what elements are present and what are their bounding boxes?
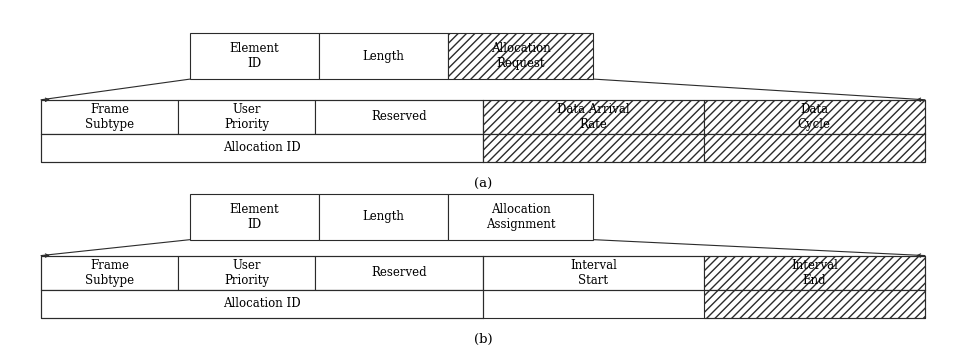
Text: Data
Cycle: Data Cycle: [798, 103, 831, 131]
Bar: [178, 100, 315, 134]
Bar: [704, 290, 924, 318]
Bar: [483, 134, 704, 162]
Bar: [42, 100, 924, 162]
Bar: [190, 33, 319, 79]
Text: Allocation ID: Allocation ID: [223, 297, 301, 310]
Bar: [42, 290, 483, 318]
Text: User
Priority: User Priority: [224, 103, 270, 131]
Text: Allocation
Assignment: Allocation Assignment: [486, 203, 555, 230]
Text: Frame
Subtype: Frame Subtype: [85, 258, 134, 286]
Bar: [315, 256, 483, 290]
Bar: [42, 100, 178, 134]
Text: Interval
Start: Interval Start: [570, 258, 617, 286]
Bar: [190, 193, 319, 240]
Bar: [483, 256, 704, 290]
Bar: [42, 134, 483, 162]
Text: Interval
End: Interval End: [791, 258, 838, 286]
Text: Allocation
Request: Allocation Request: [491, 42, 551, 70]
Bar: [448, 33, 593, 79]
Text: Data Arrival
Rate: Data Arrival Rate: [557, 103, 630, 131]
Text: Element
ID: Element ID: [230, 203, 279, 230]
Bar: [315, 100, 483, 134]
Text: (b): (b): [473, 333, 493, 346]
Text: Element
ID: Element ID: [230, 42, 279, 70]
Bar: [178, 256, 315, 290]
Text: Reserved: Reserved: [371, 110, 427, 123]
Bar: [319, 193, 448, 240]
Text: User
Priority: User Priority: [224, 258, 270, 286]
Bar: [448, 193, 593, 240]
Bar: [704, 134, 924, 162]
Text: Length: Length: [363, 210, 405, 223]
Text: (a): (a): [474, 177, 492, 191]
Bar: [704, 256, 924, 290]
Bar: [483, 100, 704, 134]
Text: Reserved: Reserved: [371, 266, 427, 279]
Text: Allocation ID: Allocation ID: [223, 141, 301, 154]
Bar: [42, 256, 924, 318]
Text: Length: Length: [363, 49, 405, 63]
Bar: [42, 256, 178, 290]
Bar: [704, 100, 924, 134]
Bar: [319, 33, 448, 79]
Text: Frame
Subtype: Frame Subtype: [85, 103, 134, 131]
